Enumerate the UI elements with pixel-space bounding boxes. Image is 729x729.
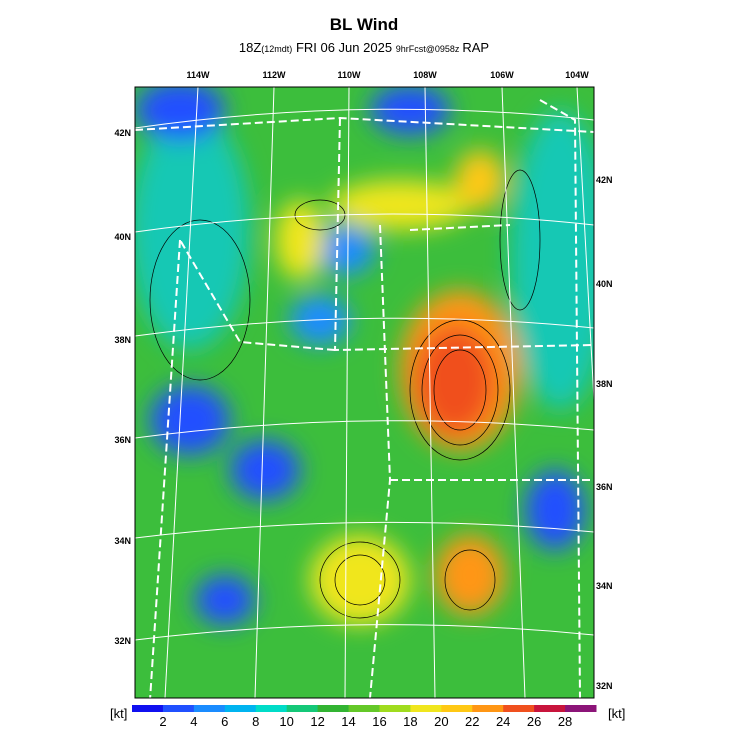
blob bbox=[310, 535, 410, 625]
map-frame bbox=[134, 86, 595, 699]
state-borders bbox=[135, 99, 594, 698]
lat-label-right: 42N bbox=[596, 175, 613, 185]
colorbar-label: 28 bbox=[558, 714, 572, 729]
colorbar-label: 4 bbox=[190, 714, 197, 729]
subtitle: 18Z(12mdt) FRI 06 Jun 2025 9hrFcst@0958z… bbox=[239, 40, 489, 55]
colorbar-label: 24 bbox=[496, 714, 510, 729]
colorbar-label: 2 bbox=[159, 714, 166, 729]
blob bbox=[315, 225, 375, 275]
title: BL Wind bbox=[330, 15, 398, 34]
lat-label-left: 32N bbox=[114, 636, 131, 646]
lon-label: 114W bbox=[186, 70, 210, 80]
colorbar-label: 14 bbox=[341, 714, 355, 729]
lat-label-right: 34N bbox=[596, 581, 613, 591]
subtitle-forecast: 9hrFcst@0958z bbox=[396, 44, 460, 54]
lat-label-left: 42N bbox=[114, 128, 131, 138]
lon-label: 108W bbox=[413, 70, 437, 80]
blob bbox=[135, 110, 250, 350]
lat-label-right: 40N bbox=[596, 279, 613, 289]
colorbar-label: 6 bbox=[221, 714, 228, 729]
colorbar-swatch bbox=[132, 705, 164, 712]
axis-labels: 114W 112W 110W 108W 106W 104W 42N 40N 38N 36N 34N 3… bbox=[114, 70, 612, 691]
colorbar-swatch bbox=[193, 705, 226, 712]
lon-label: 104W bbox=[565, 70, 589, 80]
colorbar-label: 26 bbox=[527, 714, 541, 729]
lat-label-right: 32N bbox=[596, 681, 613, 691]
blob bbox=[510, 110, 594, 410]
lat-label-right: 36N bbox=[596, 482, 613, 492]
colorbar: [kt] [kt] 2 4 6 8 10 12 14 16 18 20 22 24 26 28 bbox=[110, 705, 625, 729]
lat-label-left: 38N bbox=[114, 335, 131, 345]
colorbar-swatch bbox=[410, 705, 442, 712]
lat-label-left: 34N bbox=[114, 536, 131, 546]
blob bbox=[330, 180, 470, 230]
colorbar-swatch bbox=[255, 705, 288, 712]
wind-field bbox=[135, 87, 594, 698]
blob bbox=[135, 87, 225, 140]
colorbar-unit-right: [kt] bbox=[608, 706, 625, 721]
subtitle-local: (12mdt) bbox=[261, 44, 292, 54]
blob bbox=[230, 440, 300, 500]
blob bbox=[415, 325, 495, 435]
colorbar-swatch bbox=[162, 705, 195, 712]
contours bbox=[149, 169, 541, 619]
lat-label-left: 36N bbox=[114, 435, 131, 445]
colorbar-swatch bbox=[379, 705, 411, 712]
colorbar-label: 20 bbox=[434, 714, 448, 729]
colorbar-label: 18 bbox=[403, 714, 417, 729]
blob bbox=[435, 535, 505, 615]
colorbar-swatch bbox=[348, 705, 380, 712]
graticule bbox=[135, 87, 594, 698]
colorbar-swatch bbox=[503, 705, 535, 712]
blob bbox=[150, 385, 230, 455]
blob bbox=[195, 575, 255, 625]
lat-label-left: 40N bbox=[114, 232, 131, 242]
subtitle-model: RAP bbox=[462, 40, 489, 55]
lon-label: 106W bbox=[490, 70, 514, 80]
field-blobs bbox=[135, 87, 594, 625]
blob bbox=[275, 200, 325, 280]
subtitle-time: 18Z bbox=[239, 40, 261, 55]
colorbar-swatch bbox=[317, 705, 350, 712]
colorbar-label: 12 bbox=[310, 714, 324, 729]
blob bbox=[455, 150, 505, 210]
colorbar-label: 8 bbox=[252, 714, 259, 729]
blob bbox=[525, 470, 585, 550]
lon-label: 110W bbox=[337, 70, 361, 80]
colorbar-swatch bbox=[441, 705, 473, 712]
subtitle-date: FRI 06 Jun 2025 bbox=[296, 40, 392, 55]
colorbar-swatch bbox=[534, 705, 566, 712]
colorbar-unit-left: [kt] bbox=[110, 706, 127, 721]
lat-label-right: 38N bbox=[596, 379, 613, 389]
colorbar-swatch bbox=[472, 705, 504, 712]
colorbar-label: 16 bbox=[372, 714, 386, 729]
colorbar-label: 22 bbox=[465, 714, 479, 729]
colorbar-swatch bbox=[224, 705, 257, 712]
colorbar-label: 10 bbox=[279, 714, 293, 729]
colorbar-swatch bbox=[565, 705, 597, 712]
lon-label: 112W bbox=[262, 70, 286, 80]
colorbar-swatch bbox=[286, 705, 319, 712]
